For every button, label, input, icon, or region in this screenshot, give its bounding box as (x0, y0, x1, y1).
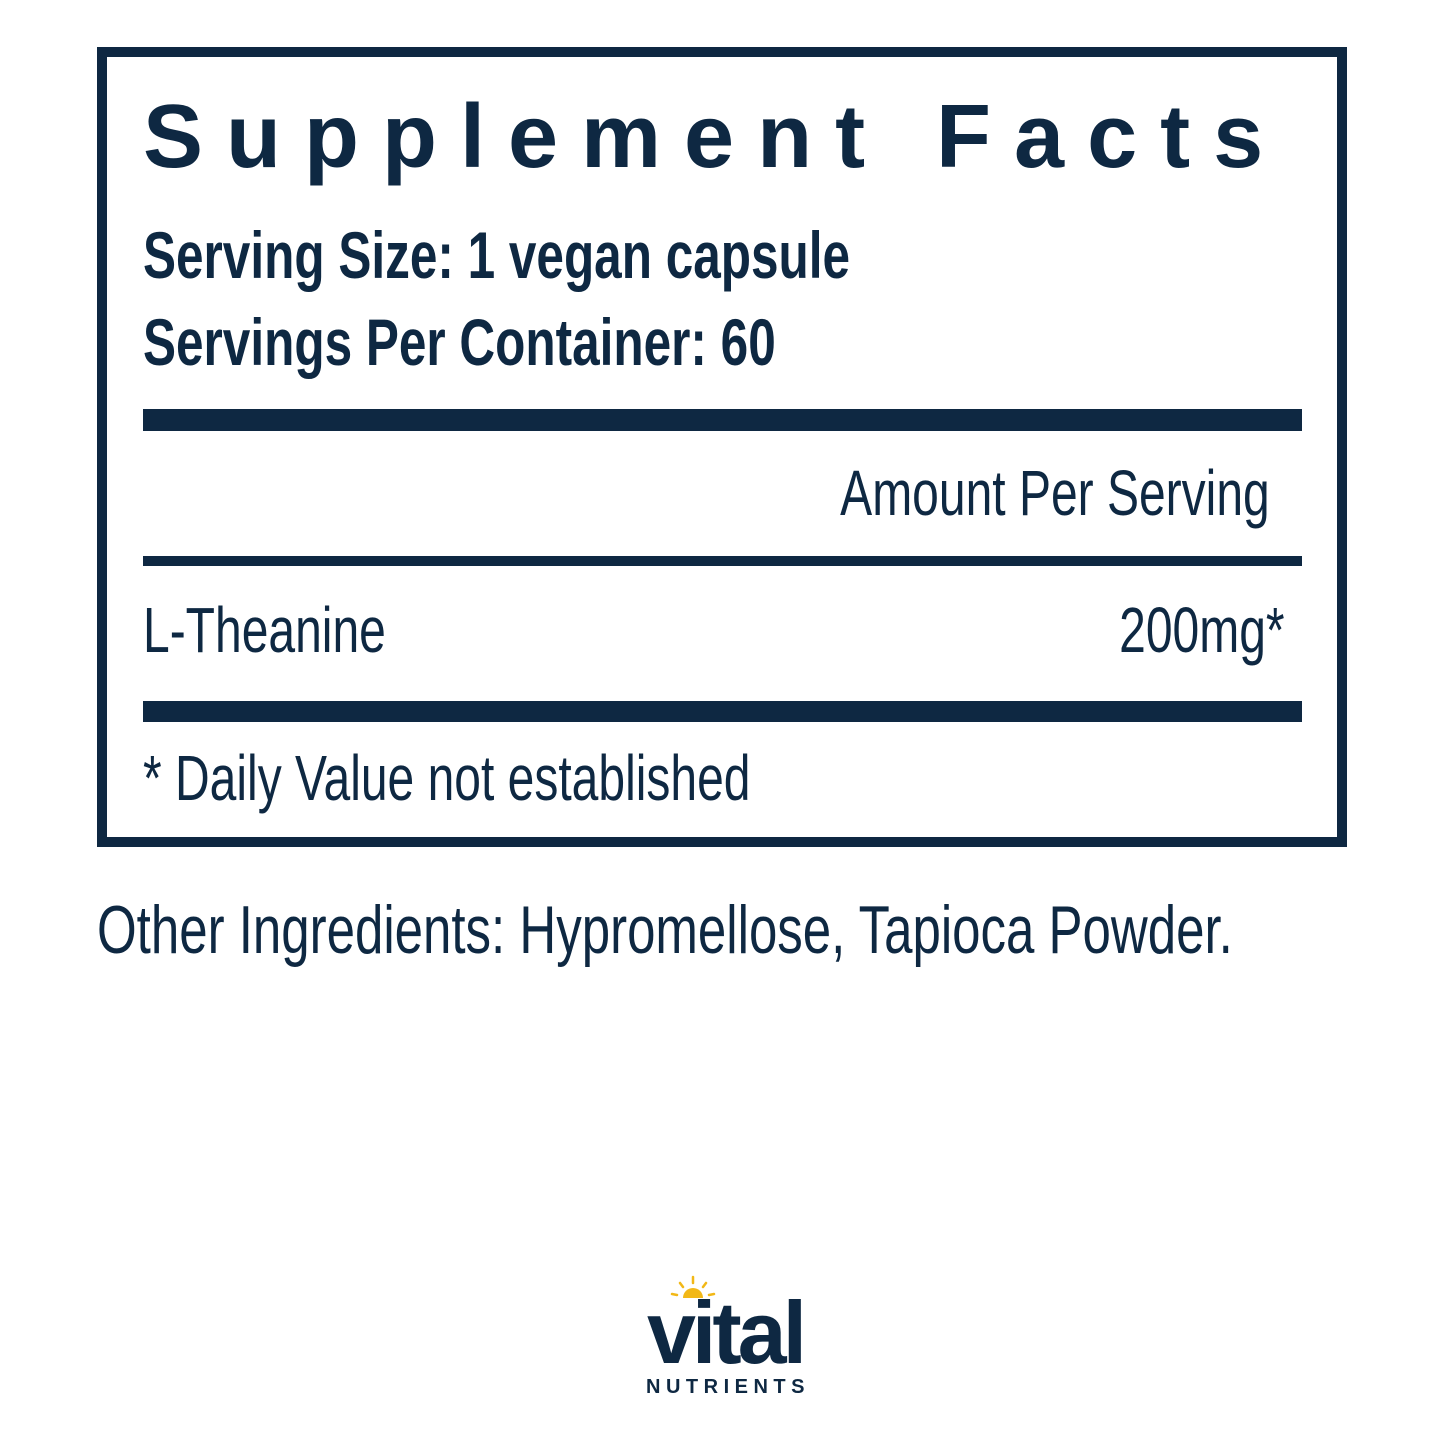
ingredient-name: L-Theanine (143, 594, 386, 666)
svg-text:vital: vital (647, 1283, 803, 1382)
thick-divider (143, 409, 1302, 431)
vital-nutrients-logo: vital NUTRIENTS (646, 1275, 810, 1398)
svg-text:NUTRIENTS: NUTRIENTS (646, 1376, 810, 1398)
thin-divider (143, 556, 1302, 566)
supplement-facts-panel (97, 47, 1347, 847)
sun-icon (670, 1275, 716, 1298)
servings-per-container: Servings Per Container: 60 (143, 305, 776, 379)
serving-size: Serving Size: 1 vegan capsule (143, 218, 851, 292)
panel-title: Supplement Facts (143, 87, 1287, 187)
daily-value-footnote: * Daily Value not established (143, 742, 751, 814)
other-ingredients: Other Ingredients: Hypromellose, Tapioca… (97, 892, 1233, 968)
ingredient-amount: 200mg* (1119, 594, 1285, 666)
thick-divider (143, 701, 1302, 722)
amount-per-serving-header: Amount Per Serving (840, 457, 1270, 529)
